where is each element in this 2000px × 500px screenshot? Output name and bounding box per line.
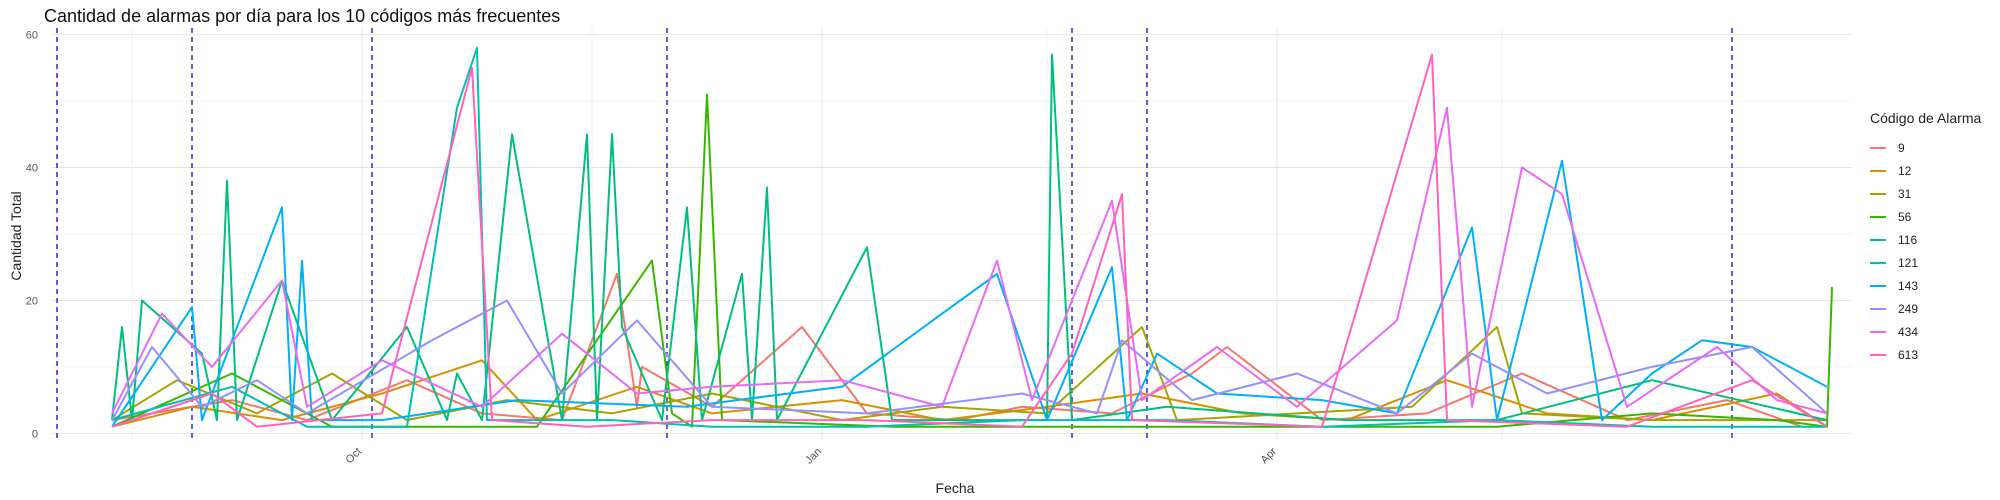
legend-swatch — [1870, 146, 1886, 149]
chart-title: Cantidad de alarmas por día para los 10 … — [44, 6, 561, 26]
legend-item: 31 — [1870, 182, 1981, 205]
legend-item: 434 — [1870, 320, 1981, 343]
legend-item: 249 — [1870, 297, 1981, 320]
legend-item: 9 — [1870, 136, 1981, 159]
legend-item: 121 — [1870, 251, 1981, 274]
series-line-56 — [111, 93, 1833, 428]
legend-label: 143 — [1898, 278, 1919, 293]
x-axis-title: Fecha — [936, 480, 975, 496]
series-line-121 — [111, 46, 1827, 428]
legend-label: 12 — [1898, 163, 1912, 178]
legend-swatch — [1870, 261, 1886, 264]
series-line-613 — [111, 53, 1828, 428]
legend-swatch — [1870, 330, 1886, 333]
series-line-249 — [111, 299, 1828, 421]
legend-label: 56 — [1898, 209, 1912, 224]
legend-swatch — [1870, 238, 1886, 241]
legend-label: 31 — [1898, 186, 1912, 201]
x-tick-labels: Oct Jan Apr — [344, 445, 1280, 466]
legend-swatch — [1870, 215, 1886, 218]
y-tick-label: 60 — [26, 30, 38, 42]
legend-title: Código de Alarma — [1870, 110, 1982, 126]
legend-label: 434 — [1898, 324, 1919, 339]
x-tick-label: Oct — [344, 446, 365, 467]
legend-label: 249 — [1898, 301, 1919, 316]
legend-label: 121 — [1898, 255, 1919, 270]
y-tick-label: 40 — [26, 163, 38, 175]
legend-label: 613 — [1898, 347, 1919, 362]
legend-swatch — [1870, 307, 1886, 310]
legend-item: 613 — [1870, 343, 1981, 366]
legend-item: 56 — [1870, 205, 1981, 228]
series-line-143 — [111, 159, 1828, 428]
y-tick-label: 20 — [26, 295, 38, 307]
legend-swatch — [1870, 353, 1886, 356]
series-lines — [111, 46, 1833, 428]
y-tick-label: 0 — [32, 428, 38, 440]
series-line-9 — [111, 272, 1803, 428]
legend-swatch — [1870, 284, 1886, 287]
legend-item: 12 — [1870, 159, 1981, 182]
legend-item: 143 — [1870, 274, 1981, 297]
legend-item: 116 — [1870, 228, 1981, 251]
x-tick-label: Apr — [1259, 445, 1280, 466]
grid-lines — [52, 28, 1852, 440]
legend: Código de Alarma 9 12 31 56 116 121 143 249 434 6… — [1870, 110, 1981, 366]
legend-items: 9 12 31 56 116 121 143 249 434 613 — [1870, 136, 1981, 366]
legend-label: 116 — [1898, 232, 1918, 247]
legend-label: 9 — [1898, 140, 1905, 155]
legend-swatch — [1870, 192, 1886, 195]
legend-swatch — [1870, 169, 1886, 172]
y-axis-title: Cantidad Total — [8, 191, 24, 280]
x-tick-label: Jan — [803, 446, 824, 467]
y-tick-labels: 0 20 40 60 — [26, 30, 38, 441]
series-line-434 — [111, 106, 1828, 415]
series-line-116 — [111, 53, 1828, 422]
